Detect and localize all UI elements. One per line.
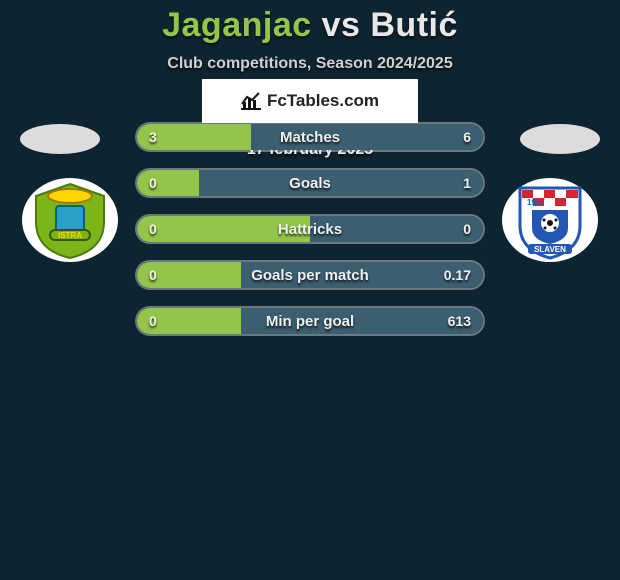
player2-photo [520, 124, 600, 154]
player2-club-badge: 1907 SLAVEN [500, 178, 600, 263]
stat-right-value: 613 [448, 308, 471, 334]
stat-bar-left-fill [137, 216, 310, 242]
player1-photo [20, 124, 100, 154]
stat-bar-row: 36Matches [135, 122, 485, 152]
player1-name: Jaganjac [162, 6, 312, 44]
stat-bar-row: 0613Min per goal [135, 306, 485, 336]
stat-left-value: 0 [149, 308, 157, 334]
stat-right-value: 6 [463, 124, 471, 150]
stat-right-value: 0.17 [444, 262, 471, 288]
stat-bar-right-fill [199, 170, 483, 196]
title-vs: vs [322, 6, 361, 44]
slaven-badge-text: SLAVEN [534, 245, 566, 254]
stat-bar-row: 01Goals [135, 168, 485, 198]
bar-chart-icon [241, 92, 261, 110]
stat-bar-left-fill [137, 170, 199, 196]
stat-bar-row: 00Hattricks [135, 214, 485, 244]
stat-bar-row: 00.17Goals per match [135, 260, 485, 290]
player1-club-badge: ISTRA [20, 178, 120, 263]
stat-right-value: 0 [463, 216, 471, 242]
stat-left-value: 0 [149, 216, 157, 242]
slaven-year-text: 1907 [527, 198, 545, 207]
stat-bar-right-fill [310, 216, 483, 242]
subtitle: Club competitions, Season 2024/2025 [0, 55, 620, 73]
comparison-title: Jaganjac vs Butić [0, 0, 620, 45]
brand-text: FcTables.com [267, 91, 379, 111]
brand-logo: FcTables.com [202, 79, 418, 123]
player2-name: Butić [370, 6, 458, 44]
istra-badge-text: ISTRA [58, 231, 82, 240]
stat-bars-container: 36Matches01Goals00Hattricks00.17Goals pe… [135, 122, 485, 352]
stat-left-value: 3 [149, 124, 157, 150]
stat-bar-right-fill [251, 124, 483, 150]
stat-left-value: 0 [149, 170, 157, 196]
slaven-badge-icon: 1907 SLAVEN [500, 178, 600, 263]
istra-badge-icon: ISTRA [20, 178, 120, 263]
stat-left-value: 0 [149, 262, 157, 288]
stat-right-value: 1 [463, 170, 471, 196]
